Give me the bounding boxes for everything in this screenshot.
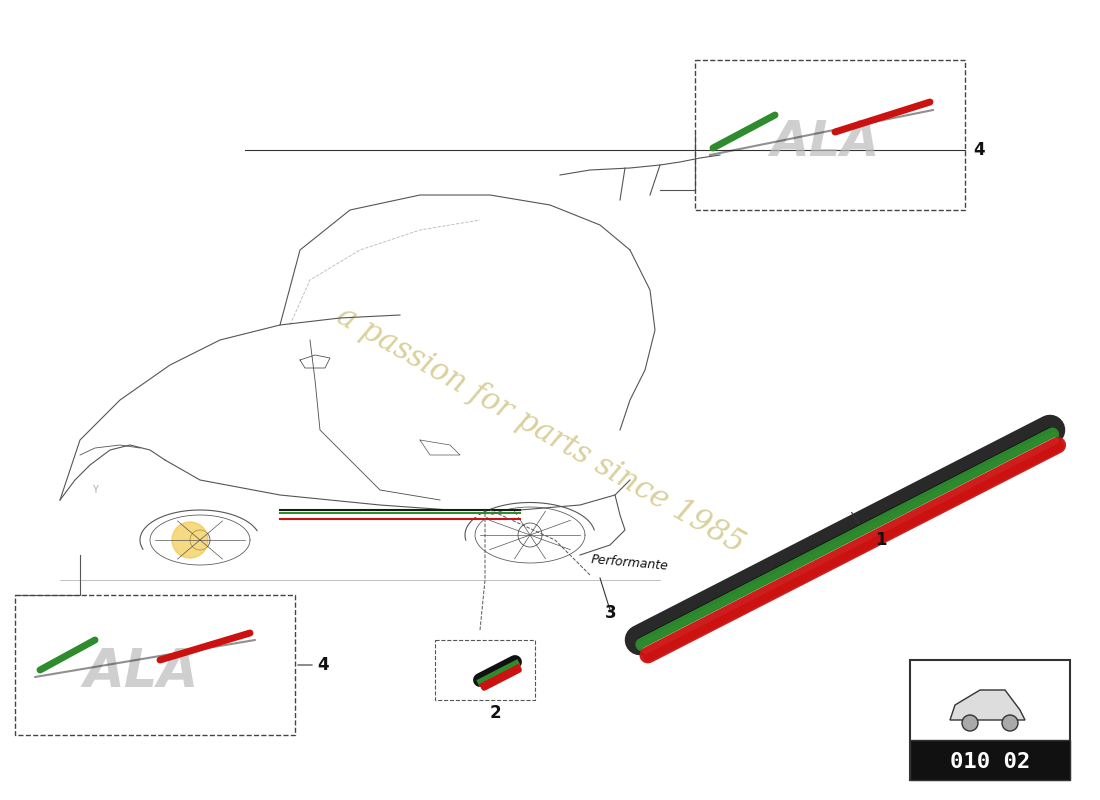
Text: 010 02: 010 02: [950, 752, 1030, 772]
Text: 2: 2: [490, 704, 502, 722]
Bar: [910, 740, 1070, 780]
Circle shape: [1002, 715, 1018, 731]
Text: ALA: ALA: [84, 646, 199, 698]
Text: a passion for parts since 1985: a passion for parts since 1985: [331, 300, 749, 560]
Bar: [434, 640, 535, 700]
Bar: [695, 60, 965, 210]
Text: 4: 4: [317, 656, 329, 674]
Circle shape: [172, 522, 208, 558]
Circle shape: [962, 715, 978, 731]
Text: Performante: Performante: [590, 554, 669, 573]
Text: Y: Y: [92, 485, 98, 495]
Text: 4: 4: [974, 141, 984, 159]
Text: 3: 3: [605, 604, 617, 622]
Polygon shape: [950, 690, 1025, 720]
Bar: [15, 595, 295, 735]
Text: ALA: ALA: [770, 118, 879, 166]
Text: 1: 1: [874, 531, 887, 549]
Bar: [910, 660, 1070, 780]
